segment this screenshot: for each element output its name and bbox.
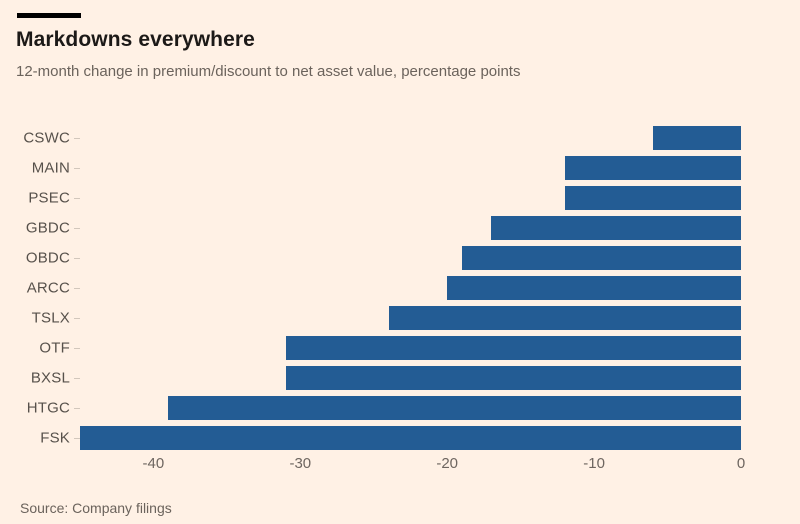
y-axis-tick [74, 438, 80, 439]
chart-row-cswc: CSWC [0, 123, 741, 153]
chart-row-bxsl: BXSL [0, 363, 741, 393]
y-axis-label-obdc: OBDC [25, 249, 70, 267]
chart-row-htgc: HTGC [0, 393, 741, 423]
y-axis-label-tslx: TSLX [31, 309, 70, 327]
bar-main [564, 156, 741, 180]
chart-row-fsk: FSK [0, 423, 741, 453]
y-axis-label-main: MAIN [31, 159, 70, 177]
bar-obdc [461, 246, 741, 270]
x-axis-label-0: 0 [736, 455, 746, 472]
y-axis-label-otf: OTF [39, 339, 70, 357]
chart-row-arcc: ARCC [0, 273, 741, 303]
bar-otf [285, 336, 741, 360]
y-axis-tick [74, 408, 80, 409]
bar-tslx [388, 306, 741, 330]
chart-row-otf: OTF [0, 333, 741, 363]
chart-subtitle: 12-month change in premium/discount to n… [16, 63, 521, 80]
bar-cswc [652, 126, 741, 150]
bar-htgc [168, 396, 741, 420]
y-axis-label-htgc: HTGC [26, 399, 70, 417]
y-axis-label-psec: PSEC [28, 189, 70, 207]
y-axis-label-arcc: ARCC [26, 279, 70, 297]
x-axis: -40 -30 -20 -10 0 [80, 455, 746, 475]
y-axis-tick [74, 378, 80, 379]
chart-title: Markdowns everywhere [16, 28, 255, 51]
y-axis-label-cswc: CSWC [23, 129, 70, 147]
kicker-bar [17, 13, 81, 18]
y-axis-tick [74, 318, 80, 319]
bar-chart-plot-area: CSWC MAIN PSEC GBDC OBDC ARCC TSLX OTF BXSL HTGC F… [0, 123, 741, 453]
bar-psec [564, 186, 741, 210]
y-axis-tick [74, 168, 80, 169]
x-axis-label--30: -30 [289, 455, 312, 472]
y-axis-label-bxsl: BXSL [30, 369, 70, 387]
y-axis-tick [74, 258, 80, 259]
x-axis-label--40: -40 [142, 455, 165, 472]
y-axis-tick [74, 228, 80, 229]
chart-row-main: MAIN [0, 153, 741, 183]
bar-gbdc [491, 216, 741, 240]
x-axis-label--10: -10 [583, 455, 605, 472]
bar-fsk [80, 426, 741, 450]
y-axis-tick [74, 138, 80, 139]
bar-arcc [447, 276, 741, 300]
chart-row-psec: PSEC [0, 183, 741, 213]
x-axis-label--20: -20 [436, 455, 459, 472]
y-axis-label-fsk: FSK [40, 429, 70, 447]
y-axis-tick [74, 348, 80, 349]
chart-row-obdc: OBDC [0, 243, 741, 273]
chart-row-gbdc: GBDC [0, 213, 741, 243]
y-axis-tick [74, 198, 80, 199]
source-note: Source: Company filings [20, 500, 172, 516]
y-axis-label-gbdc: GBDC [25, 219, 70, 237]
bar-bxsl [285, 366, 741, 390]
chart-row-tslx: TSLX [0, 303, 741, 333]
y-axis-tick [74, 288, 80, 289]
